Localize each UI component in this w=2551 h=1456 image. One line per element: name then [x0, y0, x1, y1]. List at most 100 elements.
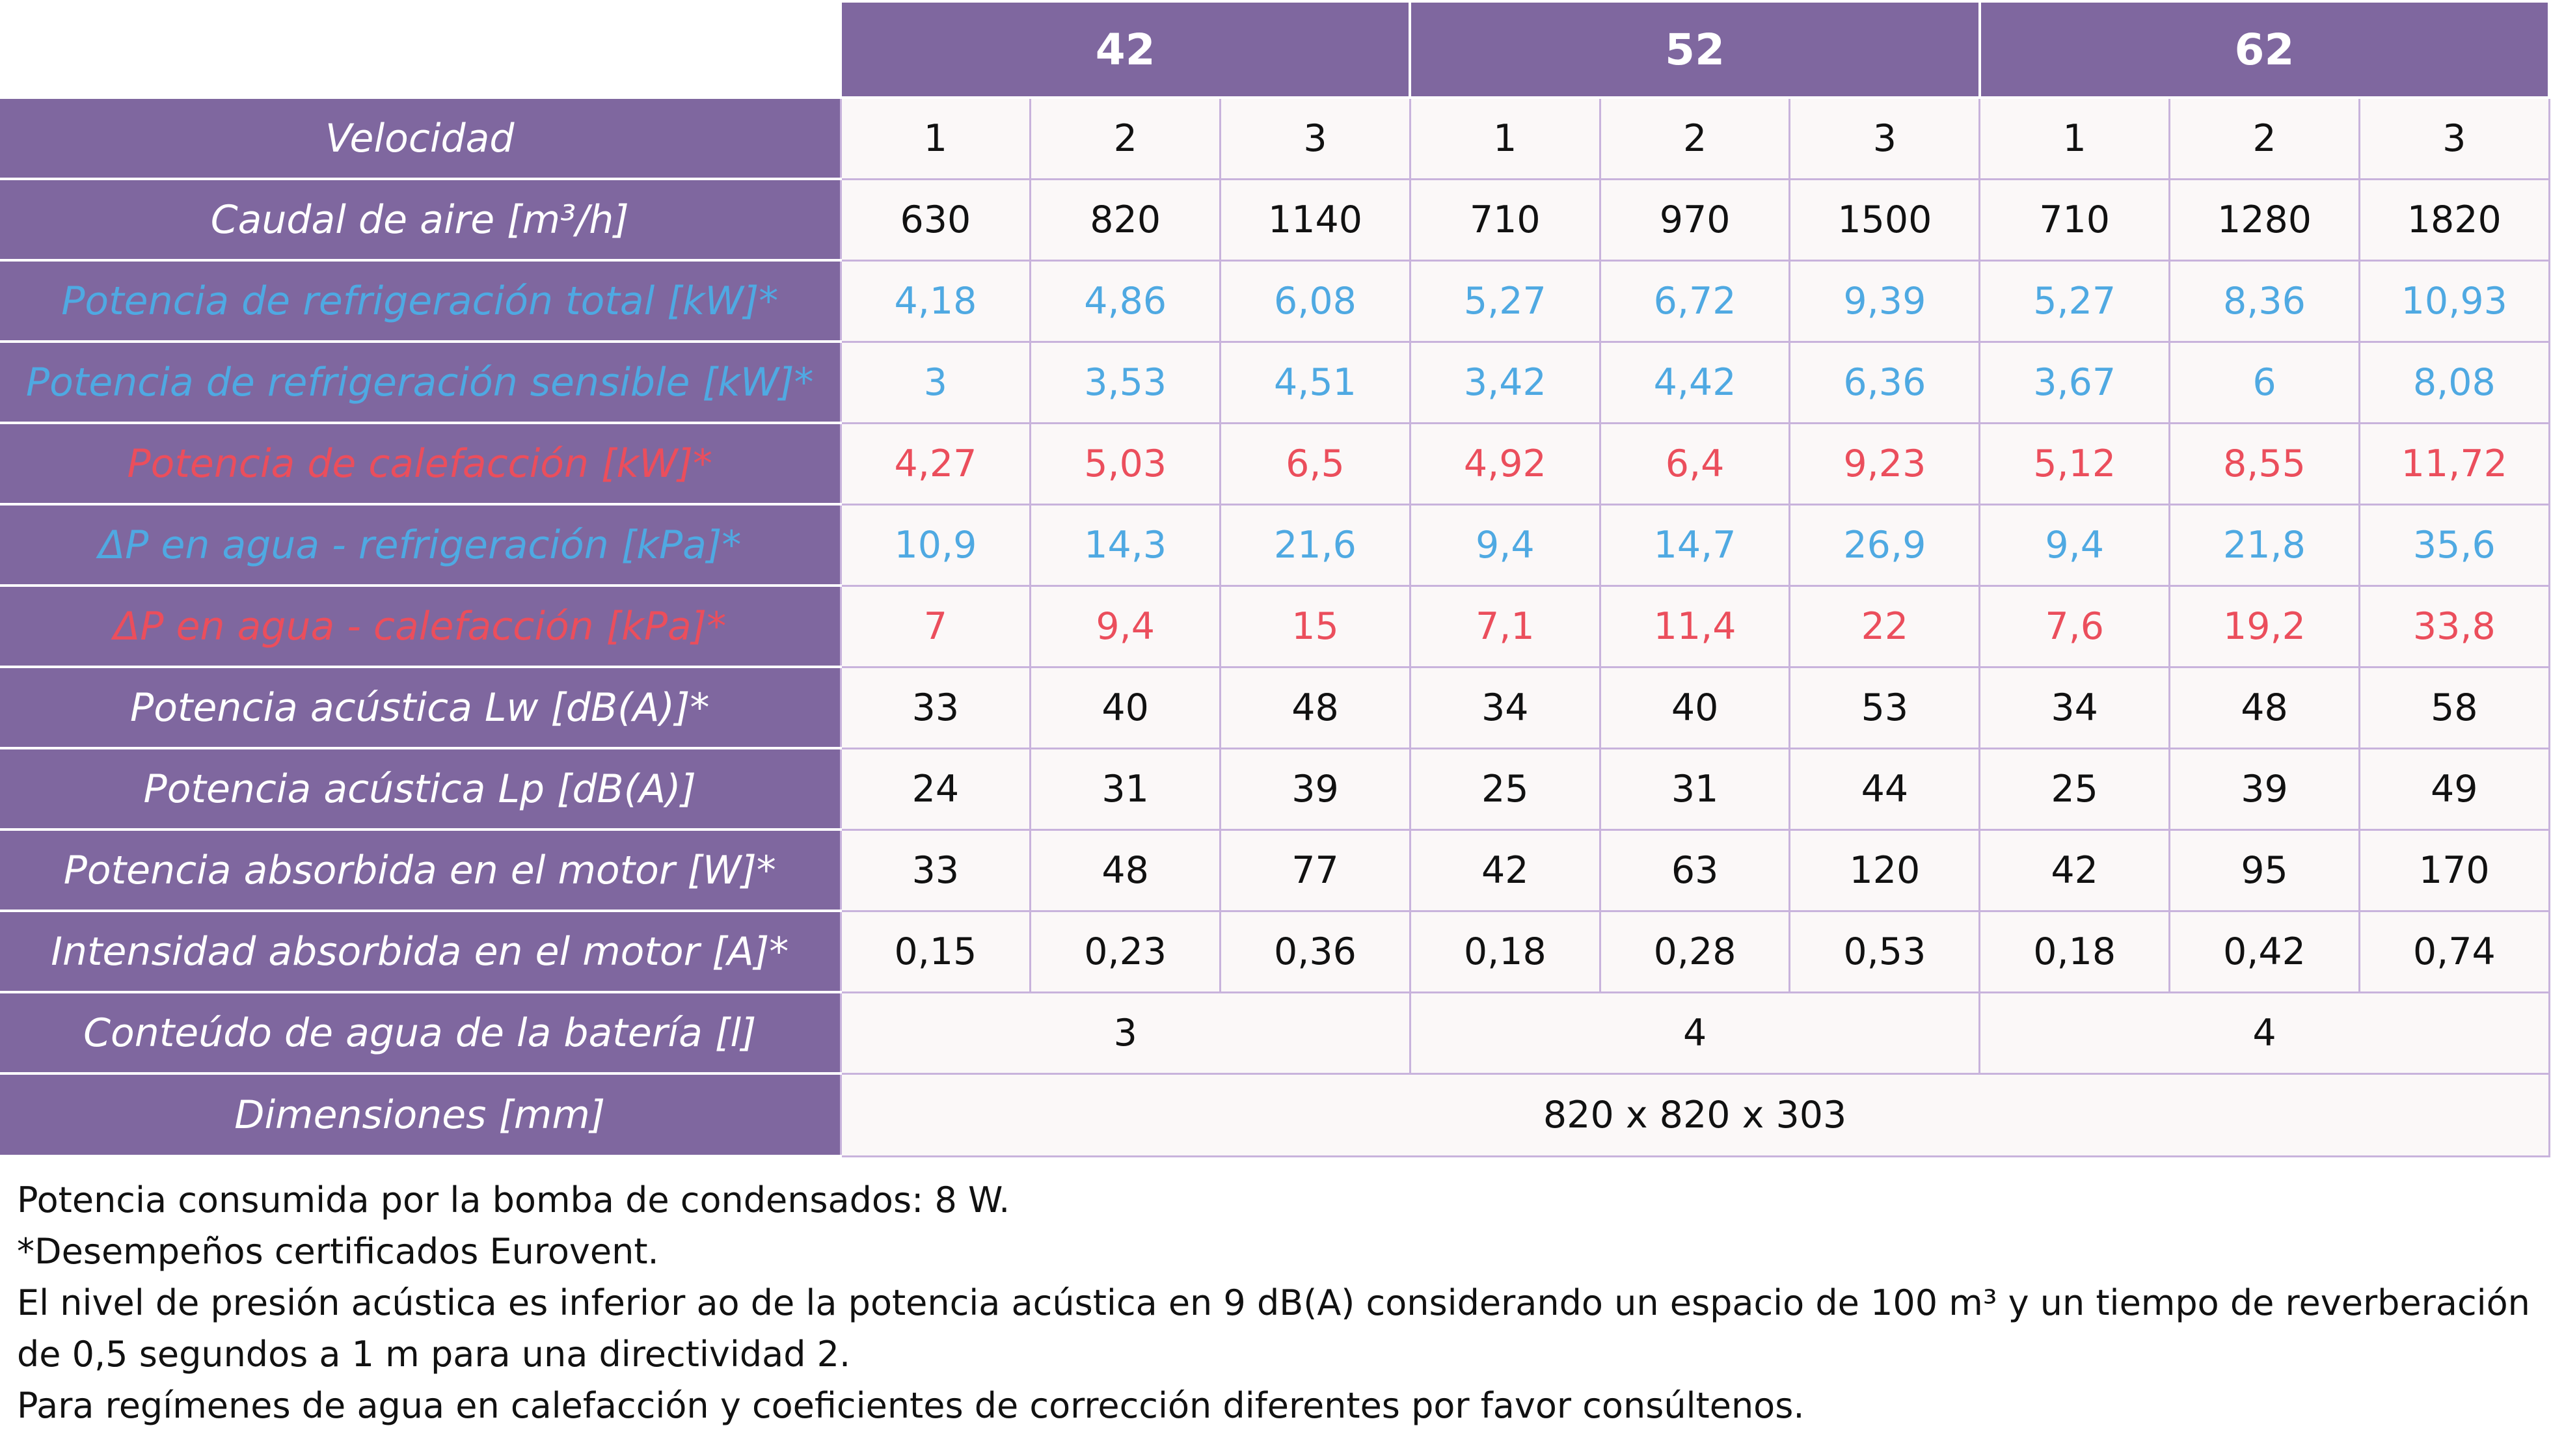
- row-label: ΔP en agua - refrigeración [kPa]*: [0, 503, 841, 587]
- value-cell: 4,92: [1409, 422, 1601, 506]
- value-cell: 48: [1219, 666, 1411, 749]
- water-content-52: 4: [1409, 991, 1981, 1075]
- footnotes: Potencia consumida por la bomba de conde…: [17, 1174, 2530, 1431]
- row-label: ΔP en agua - calefacción [kPa]*: [0, 584, 841, 668]
- spec-row: Potencia acústica Lw [dB(A)]* 33 40 48 34 40 5…: [0, 666, 2550, 749]
- value-cell: 8,55: [2168, 422, 2360, 506]
- speed-cell: 2: [2168, 96, 2360, 180]
- value-cell: 3,42: [1409, 340, 1601, 424]
- value-cell: 40: [1029, 666, 1222, 749]
- speed-cell: 2: [1599, 96, 1791, 180]
- value-cell: 630: [839, 178, 1032, 262]
- spec-table-container: 42 52 62 Velocidad 1 2 3 1 2 3 1 2 3 Cau…: [0, 0, 2551, 1157]
- value-cell: 14,3: [1029, 503, 1222, 587]
- value-cell: 0,18: [1409, 910, 1601, 993]
- value-cell: 77: [1219, 828, 1411, 912]
- value-cell: 0,74: [2358, 910, 2550, 993]
- speed-cell: 1: [1978, 96, 2171, 180]
- value-cell: 170: [2358, 828, 2550, 912]
- value-cell: 7: [839, 584, 1032, 668]
- value-cell: 6: [2168, 340, 2360, 424]
- value-cell: 710: [1978, 178, 2171, 262]
- footnote-line: Potencia consumida por la bomba de conde…: [17, 1180, 1010, 1220]
- corner-blank-cell: [0, 1, 841, 98]
- value-cell: 53: [1788, 666, 1981, 749]
- water-content-42: 3: [839, 991, 1411, 1075]
- speed-row: Velocidad 1 2 3 1 2 3 1 2 3: [0, 96, 2550, 180]
- value-cell: 39: [1219, 747, 1411, 831]
- value-cell: 1280: [2168, 178, 2360, 262]
- value-cell: 58: [2358, 666, 2550, 749]
- value-cell: 0,28: [1599, 910, 1791, 993]
- water-content-row: Conteúdo de agua de la batería [l] 3 4 4: [0, 991, 2550, 1075]
- value-cell: 42: [1409, 828, 1601, 912]
- value-cell: 25: [1978, 747, 2171, 831]
- row-label: Potencia de refrigeración sensible [kW]*: [0, 340, 841, 424]
- spec-row: Potencia de refrigeración total [kW]* 4,1…: [0, 259, 2550, 343]
- value-cell: 3: [839, 340, 1032, 424]
- value-cell: 10,93: [2358, 259, 2550, 343]
- value-cell: 21,8: [2168, 503, 2360, 587]
- value-cell: 5,27: [1409, 259, 1601, 343]
- value-cell: 4,86: [1029, 259, 1222, 343]
- value-cell: 22: [1788, 584, 1981, 668]
- water-content-62: 4: [1978, 991, 2550, 1075]
- value-cell: 0,15: [839, 910, 1032, 993]
- value-cell: 10,9: [839, 503, 1032, 587]
- value-cell: 8,36: [2168, 259, 2360, 343]
- value-cell: 48: [1029, 828, 1222, 912]
- value-cell: 6,5: [1219, 422, 1411, 506]
- value-cell: 7,1: [1409, 584, 1601, 668]
- spec-row: Potencia de refrigeración sensible [kW]*…: [0, 340, 2550, 424]
- value-cell: 31: [1599, 747, 1791, 831]
- value-cell: 9,23: [1788, 422, 1981, 506]
- speed-cell: 3: [1788, 96, 1981, 180]
- value-cell: 48: [2168, 666, 2360, 749]
- value-cell: 44: [1788, 747, 1981, 831]
- row-label: Potencia acústica Lw [dB(A)]*: [0, 666, 841, 749]
- value-cell: 0,23: [1029, 910, 1222, 993]
- row-label: Potencia de refrigeración total [kW]*: [0, 259, 841, 343]
- value-cell: 1140: [1219, 178, 1411, 262]
- value-cell: 11,4: [1599, 584, 1791, 668]
- spec-row: Potencia de calefacción [kW]* 4,27 5,03 6,5…: [0, 422, 2550, 506]
- row-label: Velocidad: [0, 96, 841, 180]
- value-cell: 42: [1978, 828, 2171, 912]
- speed-cell: 2: [1029, 96, 1222, 180]
- value-cell: 5,27: [1978, 259, 2171, 343]
- value-cell: 25: [1409, 747, 1601, 831]
- footnote-line: El nivel de presión acústica es inferior…: [17, 1282, 2530, 1323]
- value-cell: 35,6: [2358, 503, 2550, 587]
- value-cell: 63: [1599, 828, 1791, 912]
- footnote-line: Para regímenes de agua en calefacción y …: [17, 1385, 1805, 1426]
- model-header-62: 62: [1978, 0, 2551, 99]
- value-cell: 33,8: [2358, 584, 2550, 668]
- value-cell: 710: [1409, 178, 1601, 262]
- value-cell: 4,42: [1599, 340, 1791, 424]
- value-cell: 970: [1599, 178, 1791, 262]
- dimensions-row: Dimensiones [mm] 820 x 820 x 303: [0, 1072, 2550, 1157]
- value-cell: 9,39: [1788, 259, 1981, 343]
- value-cell: 95: [2168, 828, 2360, 912]
- value-cell: 4,51: [1219, 340, 1411, 424]
- value-cell: 33: [839, 666, 1032, 749]
- model-header-52: 52: [1409, 0, 1981, 99]
- row-label: Potencia de calefacción [kW]*: [0, 422, 841, 506]
- spec-row: Potencia acústica Lp [dB(A)] 24 31 39 25 31 44…: [0, 747, 2550, 831]
- row-label: Potencia absorbida en el motor [W]*: [0, 828, 841, 912]
- spec-row: ΔP en agua - refrigeración [kPa]* 10,9 14,…: [0, 503, 2550, 587]
- value-cell: 49: [2358, 747, 2550, 831]
- value-cell: 39: [2168, 747, 2360, 831]
- value-cell: 6,4: [1599, 422, 1791, 506]
- footnote-line: de 0,5 segundos a 1 m para una directivi…: [17, 1334, 851, 1375]
- value-cell: 21,6: [1219, 503, 1411, 587]
- value-cell: 19,2: [2168, 584, 2360, 668]
- value-cell: 3,53: [1029, 340, 1222, 424]
- spec-table: 42 52 62 Velocidad 1 2 3 1 2 3 1 2 3 Cau…: [0, 0, 2551, 1157]
- dimensions-value: 820 x 820 x 303: [839, 1072, 2550, 1157]
- value-cell: 8,08: [2358, 340, 2550, 424]
- row-label: Intensidad absorbida en el motor [A]*: [0, 910, 841, 993]
- speed-cell: 1: [839, 96, 1032, 180]
- value-cell: 11,72: [2358, 422, 2550, 506]
- row-label: Potencia acústica Lp [dB(A)]: [0, 747, 841, 831]
